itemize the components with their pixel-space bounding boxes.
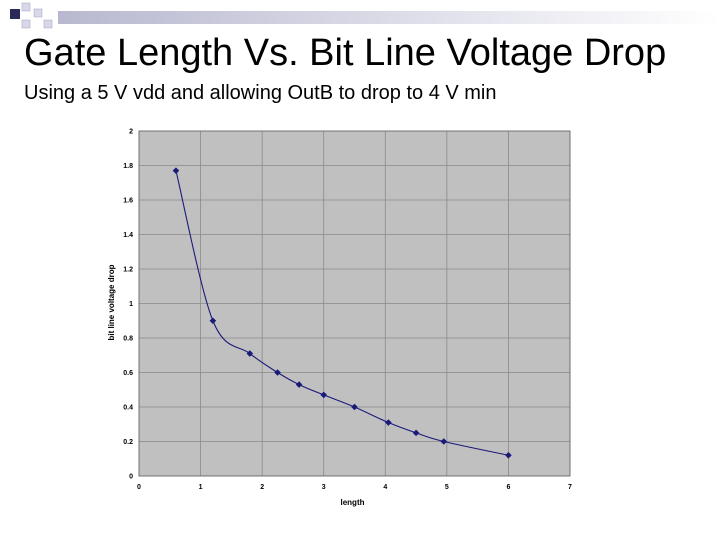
data-point-marker xyxy=(209,317,217,325)
data-point-marker xyxy=(246,350,254,357)
x-axis-label: length xyxy=(341,498,365,507)
plot-border xyxy=(138,130,571,477)
slide-title: Gate Length Vs. Bit Line Voltage Drop xyxy=(24,32,667,74)
y-tick-label: 1.6 xyxy=(123,198,133,205)
y-axis-label: bit line voltage drop xyxy=(107,264,116,340)
data-point-marker xyxy=(351,403,358,411)
deco-square xyxy=(10,9,20,19)
y-tick-label: 1.2 xyxy=(123,267,133,274)
y-tick-label: 1 xyxy=(129,301,133,308)
series-line xyxy=(175,170,509,456)
decorative-squares xyxy=(10,2,720,29)
y-tick-label: 0 xyxy=(129,474,133,481)
y-tick-label: 2 xyxy=(129,129,133,136)
x-tick-label: 3 xyxy=(322,484,326,491)
deco-square xyxy=(43,19,53,29)
data-point-marker xyxy=(505,452,512,459)
x-tick-label: 6 xyxy=(506,484,510,491)
deco-square xyxy=(21,19,31,29)
y-tick-label: 0.8 xyxy=(123,336,133,343)
data-point-marker xyxy=(320,391,328,399)
y-tick-label: 1.8 xyxy=(123,163,133,170)
x-tick-label: 0 xyxy=(137,484,141,491)
y-tick-label: 0.2 xyxy=(123,439,133,446)
header-gradient-bar xyxy=(58,11,720,24)
data-point-marker xyxy=(412,429,420,437)
deco-square xyxy=(21,2,31,12)
x-tick-label: 2 xyxy=(260,484,264,491)
data-point-marker xyxy=(440,438,448,445)
data-point-marker xyxy=(385,419,392,426)
y-tick-label: 1.4 xyxy=(123,232,133,239)
data-point-marker xyxy=(172,167,180,174)
x-tick-label: 7 xyxy=(568,484,572,491)
data-point-marker xyxy=(274,369,281,376)
y-tick-label: 0.6 xyxy=(123,370,133,377)
x-tick-label: 1 xyxy=(199,484,203,491)
data-point-marker xyxy=(295,381,303,388)
x-tick-label: 4 xyxy=(383,484,387,491)
deco-square xyxy=(33,8,43,18)
x-tick-label: 5 xyxy=(445,484,449,491)
y-tick-label: 0.4 xyxy=(123,405,133,412)
slide-subtitle: Using a 5 V vdd and allowing OutB to dro… xyxy=(24,82,497,104)
